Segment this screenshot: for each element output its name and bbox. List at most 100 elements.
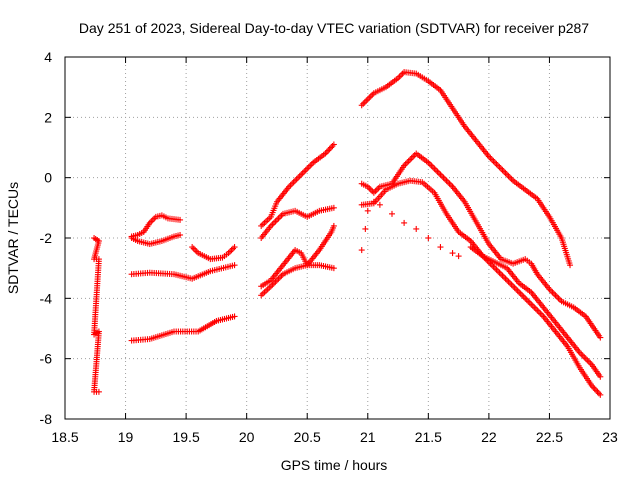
data-point [428, 162, 435, 169]
y-tick-label: 4 [44, 49, 52, 65]
y-tick-label: -2 [40, 230, 53, 246]
data-point [437, 171, 444, 178]
y-tick-label: -8 [40, 411, 53, 427]
data-point [582, 355, 589, 362]
data-point [426, 161, 433, 168]
x-axis-label: GPS time / hours [281, 457, 388, 473]
data-point [389, 210, 395, 217]
data-point [455, 253, 462, 260]
data-point [508, 176, 515, 183]
data-point [231, 244, 238, 251]
data-point [373, 186, 380, 193]
data-point [302, 167, 309, 174]
data-point [358, 247, 365, 254]
data-point [407, 156, 414, 163]
data-point [498, 165, 504, 172]
data-point [578, 351, 585, 358]
data-point [537, 310, 544, 317]
data-point [287, 182, 294, 189]
data-point [499, 167, 506, 174]
data-point [501, 274, 508, 281]
data-point [493, 161, 500, 168]
data-point [525, 298, 532, 305]
x-tick-label: 21 [360, 429, 376, 445]
data-point [304, 165, 311, 172]
data-point [308, 161, 315, 168]
data-point [228, 247, 235, 254]
data-point [494, 162, 501, 169]
data-point [508, 281, 515, 288]
data-point [364, 96, 371, 103]
data-point [526, 299, 533, 306]
data-point [376, 201, 383, 208]
data-point [431, 165, 438, 172]
data-point [399, 70, 406, 77]
data-point [510, 283, 517, 290]
x-tick-label: 20.5 [294, 429, 321, 445]
data-point [448, 182, 455, 189]
data-point [505, 173, 512, 180]
data-point [370, 198, 377, 205]
data-point [289, 180, 296, 187]
data-point [440, 174, 447, 181]
data-point [499, 272, 506, 279]
x-tick-label: 22.5 [536, 429, 563, 445]
y-axis-label: SDTVAR / TECUs [5, 182, 21, 294]
data-point [290, 179, 297, 186]
data-point [593, 387, 600, 394]
data-point [269, 221, 276, 228]
data-point [367, 93, 374, 100]
data-point [514, 287, 521, 294]
data-point [587, 360, 594, 367]
data-point [405, 158, 412, 165]
data-point [597, 334, 604, 341]
data-point [549, 289, 556, 296]
y-tick-label: 2 [44, 109, 52, 125]
grid-layer [65, 57, 610, 419]
data-point [361, 99, 368, 106]
data-point [532, 305, 539, 312]
data-point [579, 352, 586, 359]
data-point [504, 277, 511, 284]
data-point [438, 173, 445, 180]
data-point [298, 171, 305, 178]
x-tick-label: 19.5 [172, 429, 199, 445]
data-point [296, 173, 303, 180]
data-point [584, 357, 591, 364]
data-point [585, 358, 592, 365]
data-point [555, 295, 562, 302]
data-point [366, 94, 373, 101]
data-point [504, 171, 511, 178]
data-point [488, 156, 495, 163]
data-point [230, 245, 237, 252]
plot-frame [64, 56, 611, 420]
data-point [581, 354, 588, 361]
data-points-layer [91, 69, 604, 398]
data-point [550, 290, 557, 297]
x-tick-label: 18.5 [51, 429, 78, 445]
data-point [401, 219, 408, 226]
data-point [597, 391, 604, 398]
data-point [425, 235, 432, 241]
data-point [326, 146, 333, 153]
data-point [362, 225, 369, 232]
data-point [192, 247, 199, 254]
data-point [496, 164, 503, 171]
data-point [520, 293, 527, 300]
data-point [435, 170, 442, 177]
data-point [177, 231, 184, 238]
data-point [323, 149, 330, 156]
data-point [494, 268, 501, 275]
data-point [529, 302, 536, 309]
data-point [189, 244, 196, 251]
data-point [507, 280, 514, 287]
data-point [276, 213, 283, 220]
data-point [501, 168, 508, 175]
data-point [552, 292, 559, 299]
data-point [413, 225, 420, 232]
data-point [269, 281, 276, 288]
data-point [305, 164, 312, 171]
y-tick-label: 0 [44, 170, 52, 186]
data-point [496, 269, 503, 276]
